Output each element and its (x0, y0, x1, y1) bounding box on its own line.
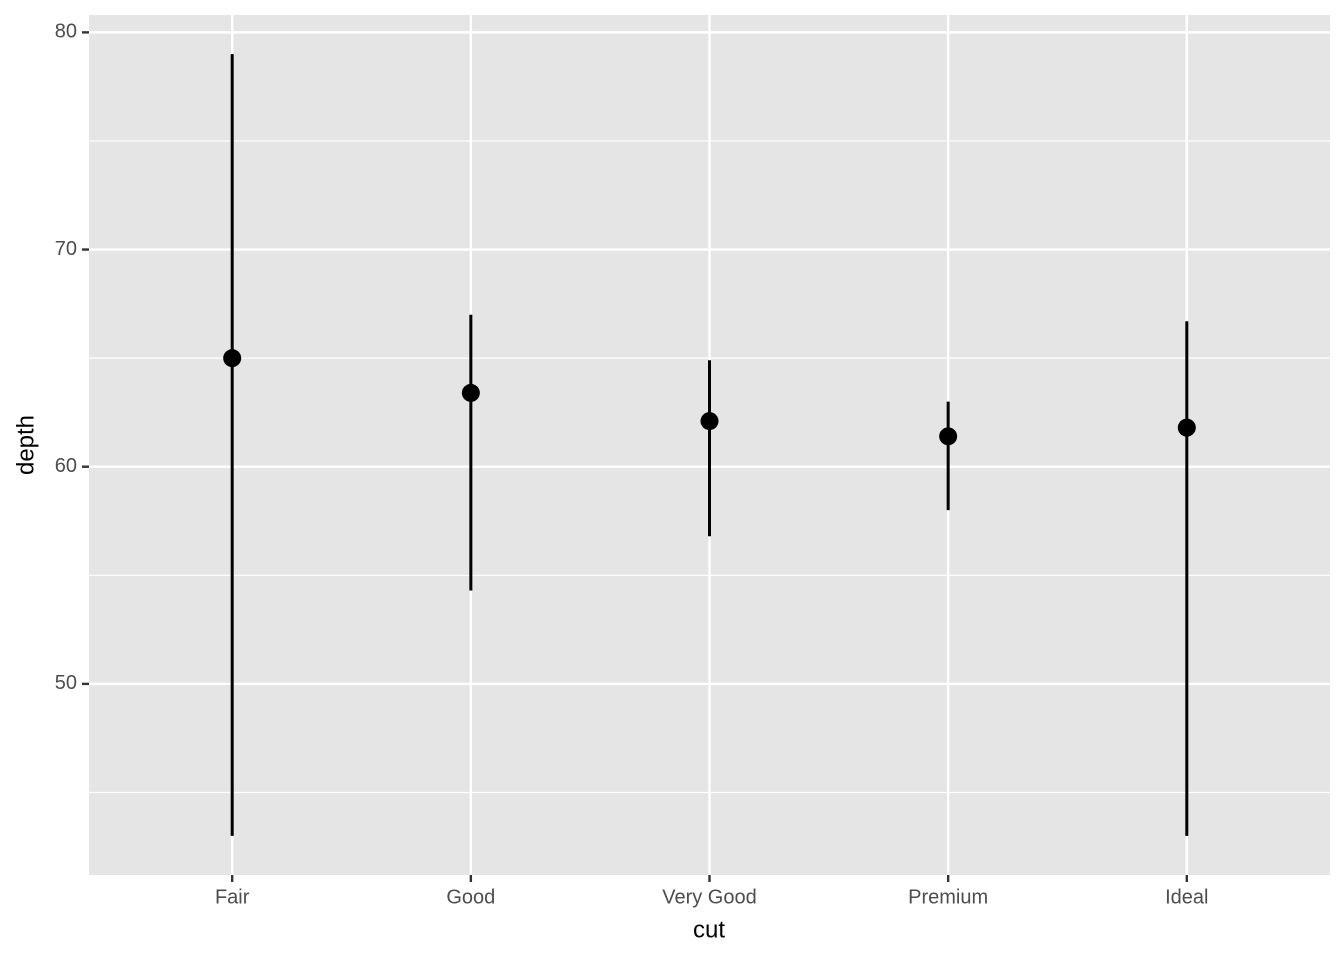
point (939, 427, 958, 446)
y-tick-label: 60 (55, 455, 77, 477)
y-tick-label: 80 (55, 21, 77, 43)
x-tick-label: Good (446, 886, 495, 908)
point (461, 383, 480, 402)
x-tick-label: Ideal (1165, 886, 1208, 908)
point (700, 412, 719, 431)
point (223, 349, 242, 368)
x-tick-label: Fair (215, 886, 250, 908)
x-axis-title: cut (693, 916, 725, 943)
y-tick-label: 50 (55, 672, 77, 694)
x-tick-label: Premium (908, 886, 988, 908)
x-tick-label: Very Good (662, 886, 757, 908)
y-axis-title: depth (12, 415, 39, 475)
y-tick-label: 70 (55, 238, 77, 260)
point (1177, 418, 1196, 437)
